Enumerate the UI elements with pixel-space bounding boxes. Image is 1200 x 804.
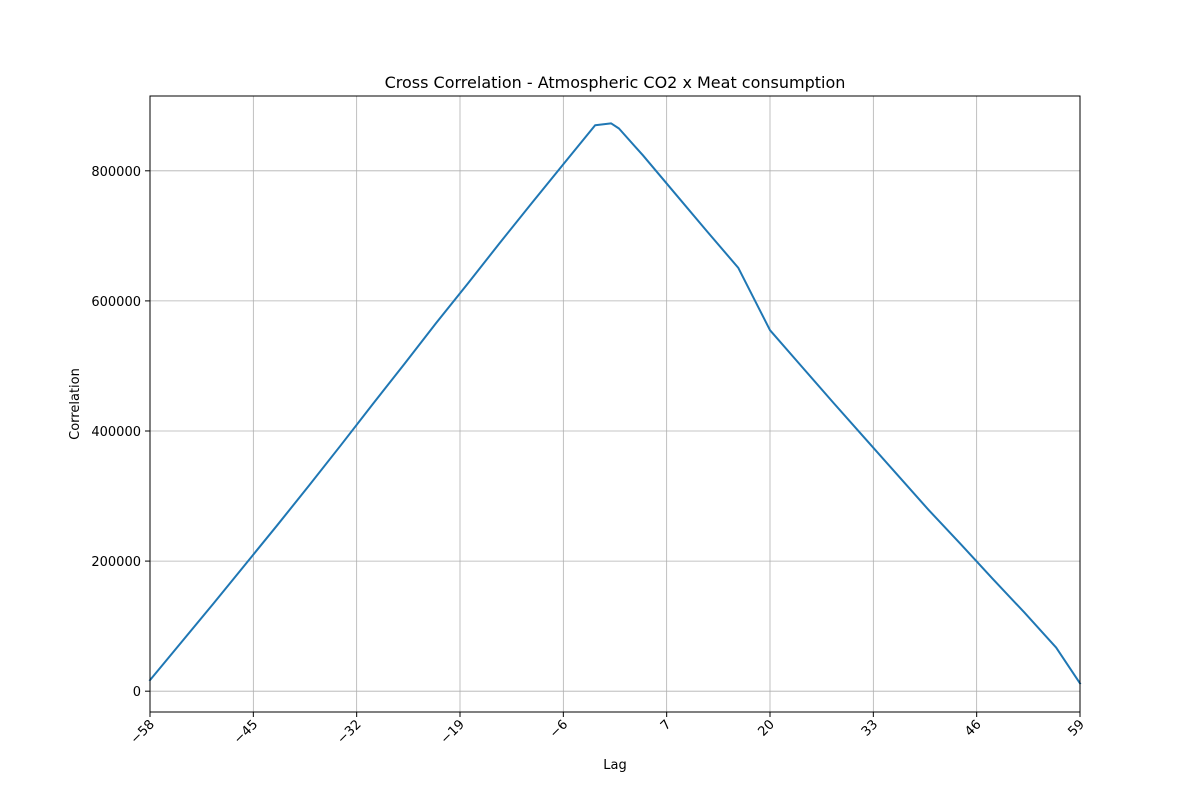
chart-title: Cross Correlation - Atmospheric CO2 x Me… — [385, 73, 846, 92]
y-tick-label: 400000 — [91, 425, 141, 440]
x-axis-label: Lag — [603, 758, 626, 773]
grid-layer — [149, 96, 1081, 712]
y-tick-label: 800000 — [91, 165, 141, 180]
series-line-0 — [148, 122, 1082, 685]
y-tick-label: 200000 — [91, 555, 141, 570]
series-layer — [148, 122, 1082, 685]
axes-frame — [149, 95, 1081, 713]
y-ticks: 0 200000 400000 600000 800000 — [91, 165, 150, 700]
y-tick-label: 0 — [133, 685, 141, 700]
y-tick-label: 600000 — [91, 295, 141, 310]
y-axis-label: Correlation — [68, 368, 83, 440]
